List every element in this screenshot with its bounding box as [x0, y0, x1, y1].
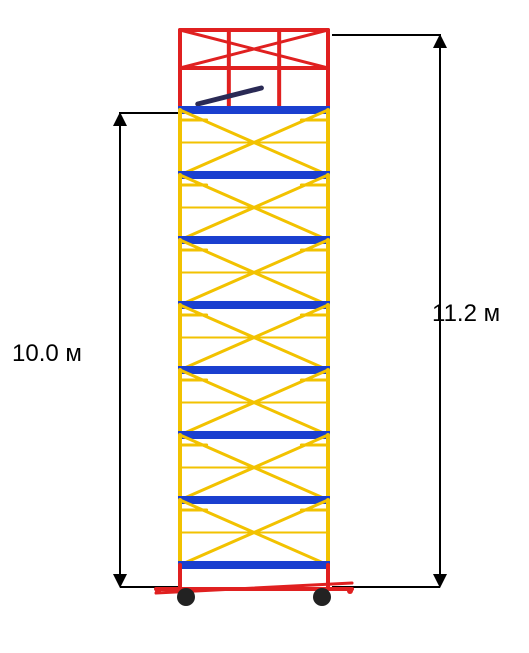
diagram-canvas: 10.0 м 11.2 м — [0, 0, 529, 653]
left-dim-line — [119, 112, 121, 586]
right-dim-arrow-down — [433, 574, 447, 588]
left-dim-arrow-down — [113, 574, 127, 588]
right-dim-arrow-up — [433, 34, 447, 48]
scaffold-tower — [150, 25, 358, 630]
left-dim-arrow-up — [113, 112, 127, 126]
right-dim-label: 11.2 м — [432, 300, 500, 328]
left-dim-label: 10.0 м — [12, 340, 82, 368]
